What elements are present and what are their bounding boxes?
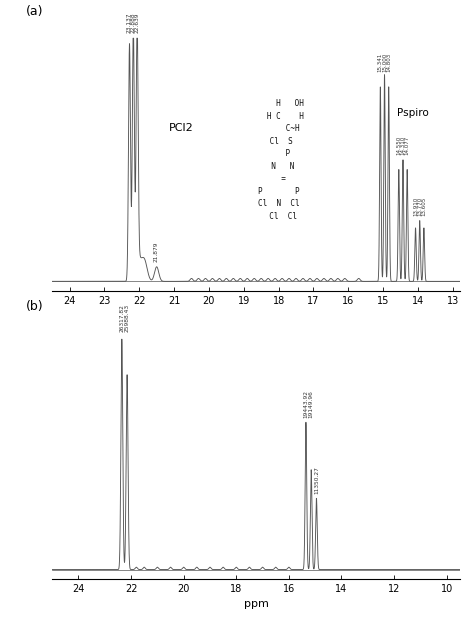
Text: 15.000: 15.000	[382, 53, 387, 72]
Text: 14.550: 14.550	[396, 136, 401, 155]
Text: 21.879: 21.879	[154, 241, 158, 262]
Text: 14.803: 14.803	[386, 53, 391, 72]
Text: (a): (a)	[26, 5, 43, 18]
Text: 22.639: 22.639	[135, 13, 140, 33]
Text: H   OH
   H C    H
      C~H
 Cl  S
    P
  N   N
  =
P       P
Cl  N  Cl
  Cl  : H OH H C H C~H Cl S P N N = P P Cl N Cl …	[253, 99, 304, 220]
Text: PCl2: PCl2	[169, 123, 193, 133]
Text: 22.888: 22.888	[131, 13, 136, 33]
Text: 13.605: 13.605	[421, 197, 427, 216]
Text: 13.910: 13.910	[413, 197, 418, 216]
Text: 11350.27: 11350.27	[314, 466, 319, 493]
Text: Pspiro: Pspiro	[397, 108, 429, 118]
X-axis label: ppm: ppm	[244, 600, 268, 610]
Text: 23.137: 23.137	[127, 13, 132, 33]
Text: 19149.96: 19149.96	[309, 390, 314, 418]
Text: 26317.82: 26317.82	[119, 304, 124, 332]
Text: 13.770: 13.770	[417, 197, 422, 216]
Text: 14.077: 14.077	[405, 136, 410, 155]
Text: 15.341: 15.341	[378, 53, 383, 72]
Text: (b): (b)	[26, 300, 43, 313]
Text: 19443.92: 19443.92	[303, 389, 309, 418]
Text: 25988.43: 25988.43	[125, 304, 129, 332]
X-axis label: ppm: ppm	[244, 312, 268, 322]
Text: 14.310: 14.310	[401, 136, 405, 155]
